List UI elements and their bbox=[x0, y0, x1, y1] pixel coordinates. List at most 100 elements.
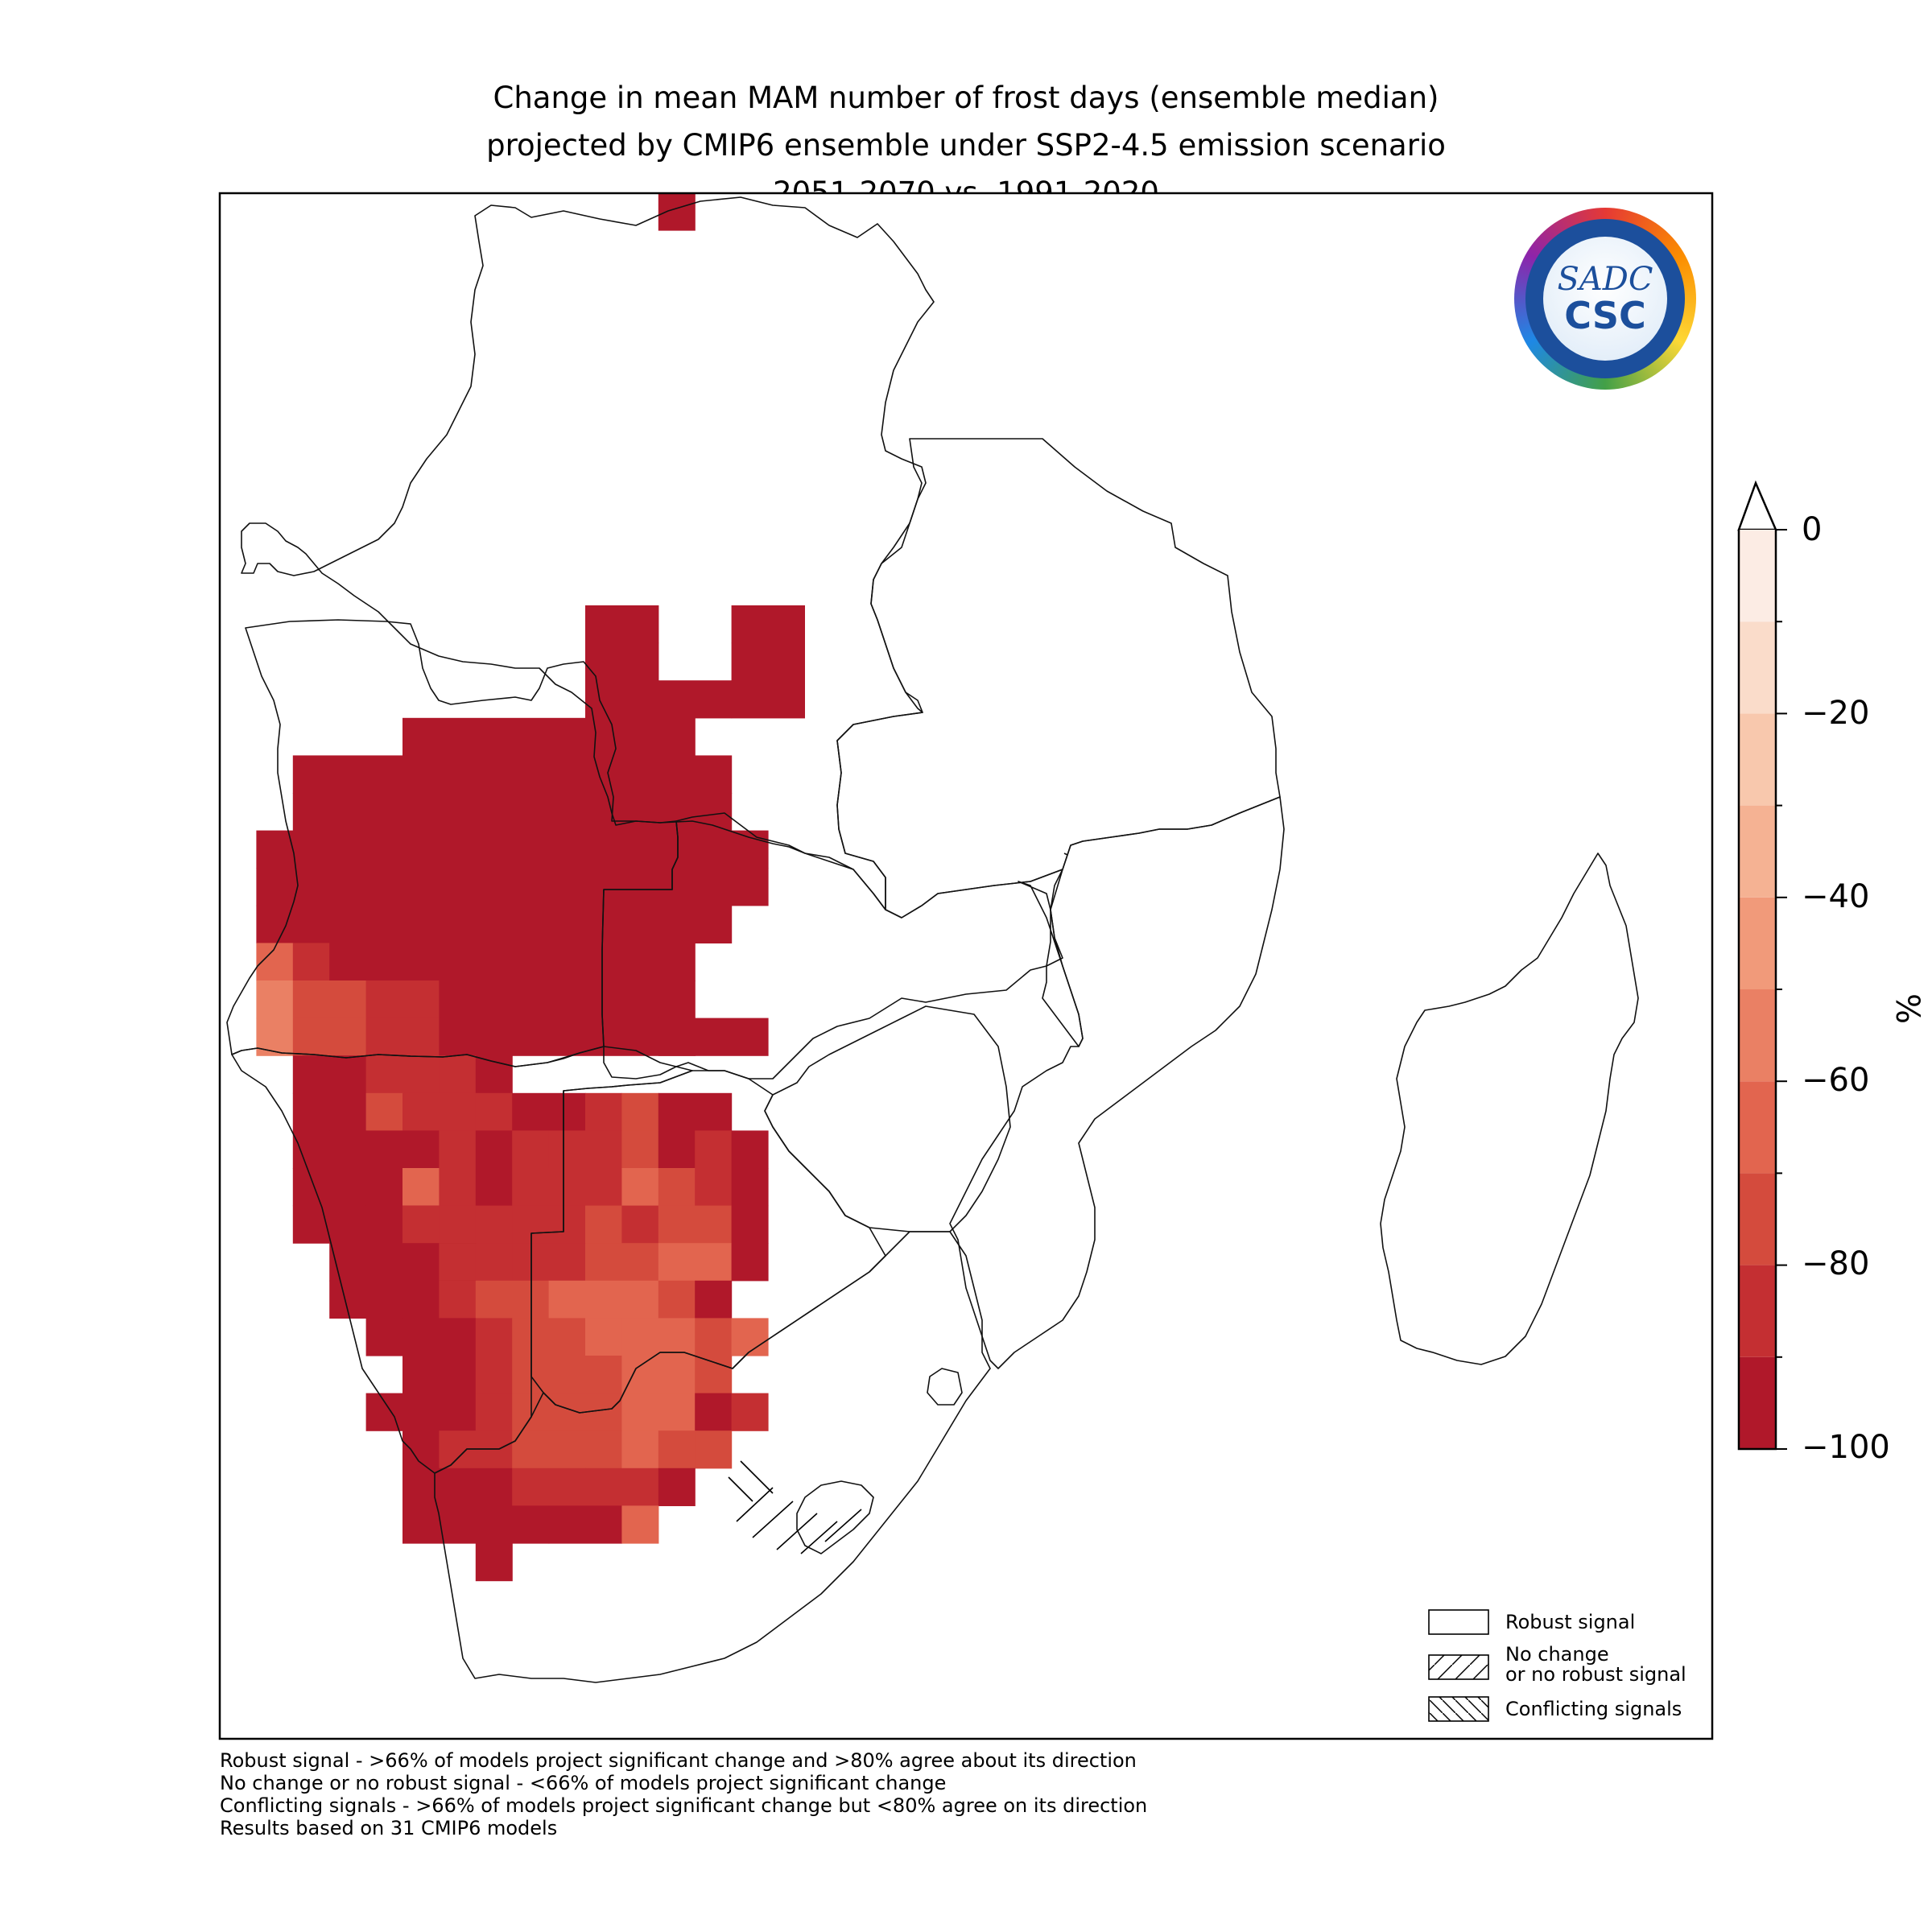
grid-cell bbox=[695, 1356, 733, 1394]
colorbar-extend-arrow bbox=[1737, 480, 1777, 531]
map-title: Change in mean MAM number of frost days … bbox=[0, 74, 1932, 217]
legend bbox=[1428, 1609, 1489, 1722]
colorbar-level bbox=[1739, 805, 1776, 898]
grid-cell bbox=[658, 192, 696, 231]
grid-cell bbox=[292, 980, 367, 1019]
grid-cell bbox=[365, 1318, 403, 1356]
grid-cell bbox=[731, 1393, 769, 1431]
legend-label-no-change-1: No change bbox=[1505, 1643, 1609, 1666]
grid-cell bbox=[365, 1055, 440, 1094]
grid-cell bbox=[512, 1168, 622, 1207]
legend-label-no-change-2: or no robust signal bbox=[1505, 1663, 1686, 1686]
grid-cell bbox=[402, 1205, 440, 1244]
grid-cell bbox=[512, 1130, 550, 1169]
grid-cell bbox=[621, 1393, 696, 1431]
grid-cell bbox=[402, 717, 696, 756]
legend-label-robust: Robust signal bbox=[1505, 1611, 1636, 1633]
grid-cell bbox=[731, 1243, 769, 1282]
grid-cell bbox=[292, 1205, 330, 1244]
colorbar-level bbox=[1739, 1265, 1776, 1357]
grid-cell bbox=[621, 1356, 696, 1394]
grid-cell bbox=[695, 1393, 733, 1431]
grid-cell bbox=[658, 1168, 696, 1207]
grid-cell bbox=[402, 1356, 477, 1394]
colorbar-tick-marks bbox=[1776, 529, 1787, 1450]
colorbar-tick-label: −40 bbox=[1802, 878, 1870, 915]
colorbar-tick-label: 0 bbox=[1802, 511, 1823, 548]
footnote-line: Robust signal - >66% of models project s… bbox=[220, 1749, 1137, 1772]
grid-cell bbox=[658, 1243, 733, 1282]
grid-cell bbox=[621, 1130, 659, 1169]
grid-cell bbox=[621, 1318, 696, 1356]
grid-cell bbox=[585, 642, 659, 681]
grid-cell bbox=[512, 1243, 586, 1282]
grid-cell bbox=[585, 1205, 622, 1244]
logo-text-top: SADC bbox=[1557, 261, 1653, 298]
grid-cell bbox=[256, 868, 769, 906]
country-borders bbox=[226, 196, 1639, 1683]
grid-cell bbox=[731, 1130, 769, 1169]
grid-cell bbox=[439, 1280, 477, 1319]
grid-cell bbox=[365, 1130, 440, 1169]
grid-cell bbox=[731, 1168, 769, 1207]
grid-cell bbox=[548, 1505, 622, 1544]
colorbar-tick-label: −60 bbox=[1802, 1062, 1870, 1099]
grid-cell bbox=[512, 1393, 586, 1431]
sadc-csc-logo: SADC CSC bbox=[1514, 208, 1696, 390]
logo-text-bottom: CSC bbox=[1564, 294, 1646, 337]
grid-cell bbox=[292, 1018, 367, 1056]
grid-cell bbox=[512, 1205, 586, 1244]
grid-cell bbox=[731, 605, 805, 644]
grid-cell bbox=[439, 1018, 696, 1056]
grid-cell bbox=[439, 980, 696, 1019]
grid-cell bbox=[475, 1205, 513, 1244]
footnote-line: Results based on 31 CMIP6 models bbox=[220, 1817, 558, 1839]
grid-cell bbox=[695, 1318, 733, 1356]
data-grid bbox=[256, 192, 805, 1582]
colorbar-level bbox=[1739, 1173, 1776, 1265]
colorbar-level bbox=[1739, 989, 1776, 1082]
grid-cell bbox=[695, 1018, 769, 1056]
grid-cell bbox=[585, 1280, 659, 1319]
colorbar-unit-label: % bbox=[1889, 993, 1926, 1025]
grid-cell bbox=[329, 1130, 367, 1169]
footnote-line: No change or no robust signal - <66% of … bbox=[220, 1772, 947, 1794]
grid-cell bbox=[658, 1130, 696, 1169]
grid-cell bbox=[548, 1130, 586, 1169]
grid-cell bbox=[585, 1092, 622, 1131]
legend-swatch-no-change bbox=[1428, 1654, 1489, 1680]
grid-cell bbox=[585, 1318, 622, 1356]
grid-cell bbox=[585, 1393, 622, 1431]
grid-cell bbox=[512, 1430, 586, 1469]
grid-cell bbox=[585, 1356, 622, 1394]
grid-cell bbox=[365, 1092, 403, 1131]
grid-cell bbox=[256, 905, 733, 943]
grid-cell bbox=[731, 1318, 769, 1356]
grid-cell bbox=[475, 1543, 513, 1582]
grid-cell bbox=[439, 1055, 477, 1094]
title-line-1: Change in mean MAM number of frost days … bbox=[493, 80, 1439, 115]
grid-cell bbox=[292, 1130, 330, 1169]
grid-cell bbox=[695, 1280, 733, 1319]
grid-cell bbox=[475, 1280, 550, 1319]
colorbar-level bbox=[1739, 1081, 1776, 1174]
grid-cell bbox=[512, 1468, 586, 1506]
grid-cell bbox=[256, 1018, 294, 1056]
grid-cell bbox=[402, 755, 733, 794]
colorbar-level bbox=[1739, 1356, 1776, 1449]
legend-swatch-conflicting bbox=[1428, 1696, 1489, 1722]
grid-cell bbox=[585, 1430, 622, 1469]
grid-cell bbox=[292, 1092, 367, 1131]
grid-cell bbox=[585, 1130, 622, 1169]
grid-cell bbox=[439, 1468, 513, 1506]
grid-cell bbox=[695, 1130, 733, 1169]
grid-cell bbox=[621, 1092, 659, 1131]
grid-cell bbox=[621, 1430, 659, 1469]
grid-cell bbox=[475, 1168, 513, 1207]
colorbar-level bbox=[1739, 530, 1776, 622]
grid-cell bbox=[439, 1168, 477, 1207]
hatching-no-robust-signal bbox=[728, 1460, 862, 1554]
map-frame bbox=[218, 192, 1714, 1740]
colorbar-levels bbox=[1739, 530, 1776, 1449]
